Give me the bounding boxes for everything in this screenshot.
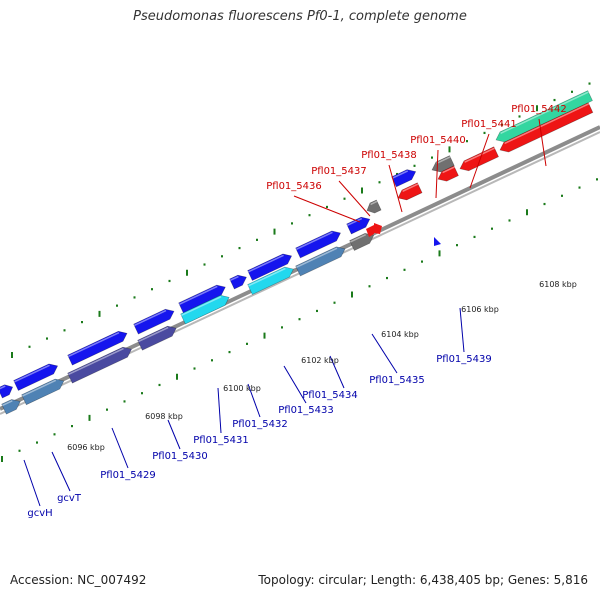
- label-leader-line: [283, 365, 307, 404]
- accession-text: Accession: NC_007492: [10, 573, 147, 587]
- label-leader-line: [538, 118, 547, 167]
- scale-label: 6098 kbp: [145, 412, 183, 421]
- label-leader-line: [247, 383, 261, 418]
- scale-labels: 6096 kbp 6098 kbp 6100 kbp 6102 kbp 6104 kbp…: [67, 280, 577, 452]
- scale-label: 6104 kbp: [381, 330, 419, 339]
- label-leader-line: [338, 180, 371, 217]
- forward-gene-7[interactable]: [247, 251, 294, 281]
- label-leader-line: [217, 387, 222, 434]
- forward-gene-b7[interactable]: [295, 244, 348, 277]
- gene-label-pfl01-5430: Pfl01_5430: [152, 451, 208, 462]
- gene-label-pfl01-5440: Pfl01_5440: [410, 135, 466, 146]
- gene-labels: gcvH gcvT Pfl01_5429 Pfl01_5430 Pfl01_5431 Pf…: [27, 104, 566, 519]
- forward-gene-b6[interactable]: [247, 264, 296, 295]
- label-leader-line: [167, 419, 181, 450]
- forward-gene-b2[interactable]: [21, 376, 67, 406]
- gene-label-pfl01-5439: Pfl01_5439: [436, 354, 492, 365]
- forward-gene-b5[interactable]: [180, 292, 232, 325]
- scale-label: 6096 kbp: [67, 443, 105, 452]
- genome-title: Pseudomonas fluorescens Pf0-1, complete …: [133, 9, 467, 24]
- gene-pfl01-5439[interactable]: [434, 237, 441, 247]
- forward-gene-8[interactable]: [295, 228, 343, 259]
- gene-pfl01-5437-b[interactable]: [374, 222, 382, 234]
- gene-label-pfl01-5433: Pfl01_5433: [278, 405, 334, 416]
- label-leader-line: [388, 164, 403, 213]
- gene-label-pfl01-5435: Pfl01_5435: [369, 375, 425, 386]
- scale-label: 6106 kbp: [461, 305, 499, 314]
- gene-label-pfl01-5429: Pfl01_5429: [100, 470, 156, 481]
- label-leader-line: [371, 333, 398, 374]
- label-leader-line: [435, 149, 439, 199]
- forward-gene-3[interactable]: [67, 328, 130, 366]
- label-leader-line: [111, 427, 129, 469]
- gene-label-pfl01-5431: Pfl01_5431: [193, 435, 249, 446]
- forward-gene-b1[interactable]: [1, 396, 23, 415]
- gene-label-lines: [23, 118, 547, 507]
- topology-text: Topology: circular; Length: 6,438,405 bp…: [258, 573, 588, 587]
- gene-pfl01-5436[interactable]: [365, 199, 382, 215]
- forward-gene-2[interactable]: [13, 361, 60, 391]
- gene-label-pfl01-5442: Pfl01_5442: [511, 104, 567, 115]
- label-leader-line: [459, 307, 465, 353]
- gene-label-pfl01-5434: Pfl01_5434: [302, 390, 358, 401]
- forward-gene-b8[interactable]: [349, 230, 376, 251]
- label-leader-line: [293, 195, 361, 223]
- gene-label-pfl01-5436: Pfl01_5436: [266, 181, 322, 192]
- forward-gene-b4[interactable]: [137, 323, 179, 351]
- scale-label: 6100 kbp: [223, 384, 261, 393]
- tick-marks: [1, 82, 598, 462]
- gene-teal[interactable]: [494, 90, 593, 145]
- gene-features[interactable]: [0, 90, 594, 415]
- label-leader-line: [51, 451, 71, 492]
- gene-pfl01-5438[interactable]: [396, 182, 423, 203]
- forward-gene-b3[interactable]: [67, 344, 134, 384]
- gene-forward-top[interactable]: [391, 167, 418, 188]
- gene-label-pfl01-5438: Pfl01_5438: [361, 150, 417, 161]
- forward-gene-4[interactable]: [133, 306, 177, 335]
- scale-label: 6108 kbp: [539, 280, 577, 289]
- gene-pfl01-5441[interactable]: [458, 146, 499, 174]
- gene-label-pfl01-5437: Pfl01_5437: [311, 166, 367, 177]
- forward-gene-1[interactable]: [0, 382, 15, 399]
- scale-label: 6102 kbp: [301, 356, 339, 365]
- forward-gene-6[interactable]: [229, 272, 249, 290]
- forward-gene-5[interactable]: [178, 282, 228, 314]
- forward-gene-9[interactable]: [346, 214, 372, 235]
- gene-label-gcvt: gcvT: [57, 493, 82, 504]
- label-leader-line: [469, 133, 490, 189]
- gene-label-gcvh: gcvH: [27, 508, 52, 519]
- gene-label-pfl01-5432: Pfl01_5432: [232, 419, 288, 430]
- gene-label-pfl01-5441: Pfl01_5441: [461, 119, 517, 130]
- gene-pfl01-5437[interactable]: [366, 224, 374, 237]
- label-leader-line: [329, 355, 345, 389]
- label-leader-line: [23, 459, 41, 507]
